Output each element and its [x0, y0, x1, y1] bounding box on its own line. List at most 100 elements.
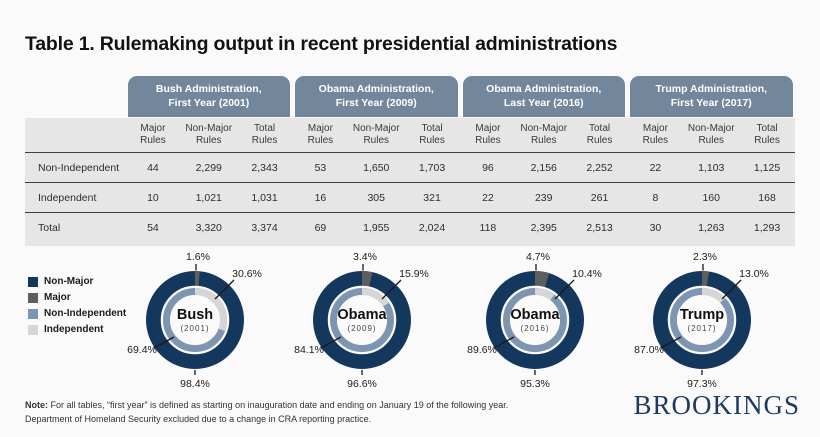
- svg-text:Bush: Bush: [177, 307, 213, 323]
- legend-swatch-major: [28, 292, 38, 303]
- note-text: For all tables, “first year” is defined …: [25, 400, 509, 424]
- svg-text:4.7%: 4.7%: [526, 251, 550, 263]
- legend-label: Non-Independent: [44, 308, 127, 319]
- table-cell: 1,103: [698, 161, 725, 174]
- col-header-major-rules: Major Rules: [475, 122, 501, 147]
- table-cell: 3,374: [251, 221, 278, 234]
- table-cell: 30: [649, 221, 662, 234]
- table-cell: 239: [534, 191, 553, 204]
- table-cell: 1,125: [753, 161, 781, 174]
- table-cell: 8: [652, 191, 659, 204]
- rulemaking-table: Bush Administration, First Year (2001) O…: [25, 76, 795, 246]
- table-cell: 1,650: [363, 161, 390, 174]
- table-group-headers: Bush Administration, First Year (2001) O…: [25, 76, 795, 117]
- table-cell: 22: [649, 161, 662, 174]
- legend-item-non-independent: Non-Independent: [28, 308, 126, 319]
- table-cell: 2,299: [195, 161, 222, 174]
- brookings-logo: BROOKINGS: [633, 390, 800, 420]
- table-cell: 22: [482, 191, 494, 204]
- col-header-non-major-rules: Non-Major Rules: [185, 122, 233, 147]
- col-header-total-rules: Total Rules: [586, 122, 613, 147]
- svg-text:(2001): (2001): [180, 324, 209, 333]
- table-cell: 321: [423, 191, 441, 204]
- table-cell: 2,024: [418, 221, 446, 234]
- legend-item-major: Major: [28, 292, 126, 303]
- svg-text:87.0%: 87.0%: [634, 344, 664, 356]
- svg-text:2.3%: 2.3%: [693, 251, 717, 263]
- col-header-non-major-rules: Non-Major Rules: [352, 122, 400, 147]
- svg-text:Obama: Obama: [337, 307, 387, 323]
- table-cell: 96: [482, 161, 494, 174]
- table-row-independent: Independent 10 1,021 1,031 16 305 321 22…: [25, 183, 795, 213]
- table-row-non-independent: Non-Independent 44 2,299 2,343 53 1,650 …: [25, 153, 795, 183]
- donut-chart-trump-2017: 2.3% 13.0% 87.0% 97.3% Trump (2017): [617, 246, 787, 396]
- svg-text:30.6%: 30.6%: [232, 268, 262, 280]
- donut-chart-bush-2001: 1.6% 30.6% 69.4% 98.4% Bush (2001): [110, 246, 280, 396]
- group-header-obama-2009: Obama Administration, First Year (2009): [295, 76, 458, 117]
- table-cell: 261: [590, 191, 609, 204]
- col-header-major-rules: Major Rules: [307, 122, 334, 147]
- row-label: Independent: [38, 191, 97, 204]
- svg-text:13.0%: 13.0%: [739, 268, 769, 280]
- legend-swatch-non-major: [28, 276, 38, 287]
- legend-label: Independent: [44, 324, 104, 335]
- svg-text:97.3%: 97.3%: [687, 378, 717, 390]
- table-cell: 69: [314, 221, 327, 234]
- table-cell: 1,021: [195, 191, 222, 204]
- group-header-bush-2001: Bush Administration, First Year (2001): [127, 76, 290, 117]
- col-header-total-rules: Total Rules: [251, 122, 278, 147]
- svg-text:3.4%: 3.4%: [353, 251, 377, 263]
- table-cell: 305: [367, 191, 385, 204]
- svg-text:89.6%: 89.6%: [467, 344, 497, 356]
- table-cell: 1,263: [698, 221, 725, 234]
- col-header-total-rules: Total Rules: [419, 122, 445, 147]
- svg-text:15.9%: 15.9%: [399, 268, 429, 280]
- svg-text:1.6%: 1.6%: [186, 251, 210, 263]
- table-cell: 10: [147, 191, 159, 204]
- table-cell: 54: [147, 221, 159, 234]
- row-label: Non-Independent: [38, 161, 120, 174]
- svg-text:(2017): (2017): [687, 324, 716, 333]
- table-cell: 1,293: [753, 221, 781, 234]
- col-header-total-rules: Total Rules: [754, 122, 780, 147]
- legend-swatch-independent: [28, 324, 38, 335]
- table-cell: 3,320: [195, 221, 222, 234]
- svg-text:84.1%: 84.1%: [294, 344, 324, 356]
- svg-text:96.6%: 96.6%: [347, 378, 377, 390]
- legend-label: Non-Major: [44, 276, 94, 287]
- svg-text:69.4%: 69.4%: [127, 344, 157, 356]
- col-header-non-major-rules: Non-Major Rules: [520, 122, 568, 147]
- page-title: Table 1. Rulemaking output in recent pre…: [25, 33, 618, 55]
- svg-text:Trump: Trump: [680, 307, 724, 323]
- table-row-total: Total 54 3,320 3,374 69 1,955 2,024 118 …: [25, 213, 795, 242]
- footnote: Note: For all tables, “first year” is de…: [25, 399, 610, 426]
- table-cell: 118: [479, 221, 497, 234]
- donut-chart-obama-2009: 3.4% 15.9% 84.1% 96.6% Obama (2009): [277, 246, 447, 396]
- svg-text:98.4%: 98.4%: [180, 378, 210, 390]
- svg-text:10.4%: 10.4%: [572, 268, 602, 280]
- band-spacer: [25, 76, 125, 117]
- svg-text:Obama: Obama: [510, 307, 560, 323]
- legend-item-independent: Independent: [28, 324, 126, 335]
- note-label: Note:: [25, 400, 48, 410]
- svg-text:(2009): (2009): [347, 324, 376, 333]
- table-cell: 2,156: [530, 161, 557, 174]
- group-header-obama-2016: Obama Administration, Last Year (2016): [462, 76, 625, 117]
- table-cell: 2,395: [530, 221, 557, 234]
- col-header-non-major-rules: Non-Major Rules: [687, 122, 735, 147]
- group-header-trump-2017: Trump Administration, First Year (2017): [630, 76, 793, 117]
- legend-swatch-non-independent: [28, 308, 38, 319]
- table-cell: 16: [314, 191, 327, 204]
- col-header-major-rules: Major Rules: [642, 122, 669, 147]
- table-cell: 2,513: [586, 221, 613, 234]
- table-cell: 1,031: [251, 191, 278, 204]
- table-cell: 1,703: [418, 161, 446, 174]
- table-cell: 2,343: [251, 161, 278, 174]
- legend-label: Major: [44, 292, 71, 303]
- table-cell: 44: [147, 161, 159, 174]
- chart-legend: Non-Major Major Non-Independent Independ…: [28, 276, 126, 340]
- svg-text:95.3%: 95.3%: [520, 378, 550, 390]
- svg-text:(2016): (2016): [520, 324, 549, 333]
- col-header-major-rules: Major Rules: [140, 122, 166, 147]
- table-cell: 53: [314, 161, 327, 174]
